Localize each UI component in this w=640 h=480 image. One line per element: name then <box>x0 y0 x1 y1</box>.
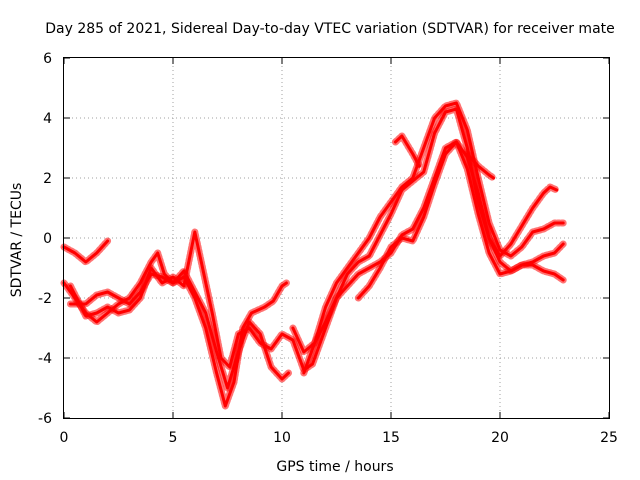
y-tick-label: 4 <box>43 111 52 127</box>
series-track-a <box>62 239 110 264</box>
x-tick-label: 5 <box>169 430 178 446</box>
data-series <box>60 99 567 410</box>
chart-title: Day 285 of 2021, Sidereal Day-to-day VTE… <box>45 21 615 37</box>
y-tick-label: -6 <box>38 411 52 427</box>
x-tick-label: 10 <box>273 430 291 446</box>
y-axis-label: SDTVAR / TECUs <box>9 183 25 298</box>
series-track-e <box>291 101 565 354</box>
y-tick-label: -4 <box>38 351 52 367</box>
plot-frame <box>63 57 610 419</box>
x-tick-label: 15 <box>382 430 400 446</box>
x-tick-label: 25 <box>600 430 618 446</box>
series-track-h <box>393 134 421 168</box>
x-axis-label: GPS time / hours <box>276 459 393 475</box>
series-track-g <box>356 140 565 300</box>
x-tick-label: 20 <box>491 430 509 446</box>
y-tick-label: 6 <box>43 51 52 67</box>
y-tick-label: 2 <box>43 171 52 187</box>
x-tick-label: 0 <box>60 430 69 446</box>
y-tick-label: -2 <box>38 291 52 307</box>
series-track-f <box>302 140 565 375</box>
series-track-i <box>465 152 495 180</box>
axis-ticks: 0 5 10 15 20 25 -6 -4 -2 0 2 4 6 <box>38 51 618 446</box>
series-track-c <box>69 269 290 390</box>
y-tick-label: 0 <box>43 231 52 247</box>
